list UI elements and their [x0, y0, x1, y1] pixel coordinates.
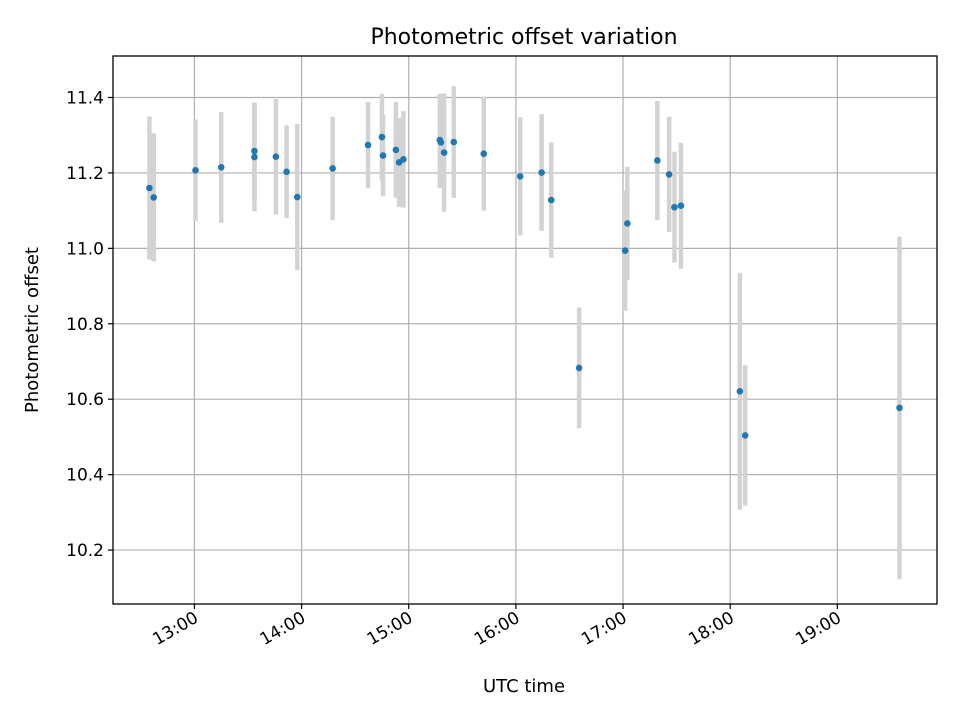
y-tick-label: 10.2 — [66, 541, 104, 561]
data-point — [665, 171, 673, 178]
chart-title: Photometric offset variation — [370, 25, 677, 50]
data-point — [392, 146, 400, 154]
data-point — [741, 432, 749, 439]
data-point — [192, 166, 199, 174]
data-point — [400, 156, 407, 163]
data-point — [150, 194, 158, 201]
data-point — [677, 202, 685, 210]
y-tick-label: 10.8 — [66, 315, 104, 335]
data-point — [364, 141, 372, 149]
data-point — [547, 196, 555, 204]
y-tick-label: 10.4 — [66, 466, 104, 486]
plot-area-frame — [112, 55, 938, 605]
data-points — [146, 133, 903, 439]
data-point — [217, 163, 225, 171]
data-point — [671, 203, 678, 211]
data-point — [294, 193, 301, 201]
y-axis-label: Photometric offset — [22, 247, 43, 413]
y-tick-label: 11.2 — [66, 164, 104, 184]
data-point — [624, 220, 631, 227]
data-point — [440, 149, 448, 156]
y-tick-label: 11.4 — [66, 88, 104, 108]
data-point — [654, 157, 661, 164]
data-point — [736, 387, 744, 395]
y-axis: 10.2 10.4 10.6 10.8 11.0 11.2 11.4 — [66, 88, 113, 561]
data-point — [378, 133, 386, 141]
data-point — [251, 153, 258, 161]
data-point — [516, 173, 524, 180]
data-point — [538, 169, 545, 176]
data-point — [480, 150, 488, 157]
y-tick-label: 10.6 — [66, 390, 104, 410]
x-axis-label: UTC time — [483, 676, 565, 697]
data-point — [251, 147, 258, 155]
data-point — [437, 139, 445, 146]
data-point — [621, 247, 629, 254]
grid-lines — [113, 56, 937, 604]
data-point — [575, 364, 583, 372]
data-point — [896, 404, 903, 412]
data-point — [146, 184, 153, 192]
data-point — [379, 152, 387, 159]
y-tick-label: 11.0 — [66, 239, 104, 259]
data-point — [329, 165, 336, 172]
data-point — [283, 168, 290, 176]
data-point — [272, 153, 280, 160]
data-point — [450, 138, 458, 146]
